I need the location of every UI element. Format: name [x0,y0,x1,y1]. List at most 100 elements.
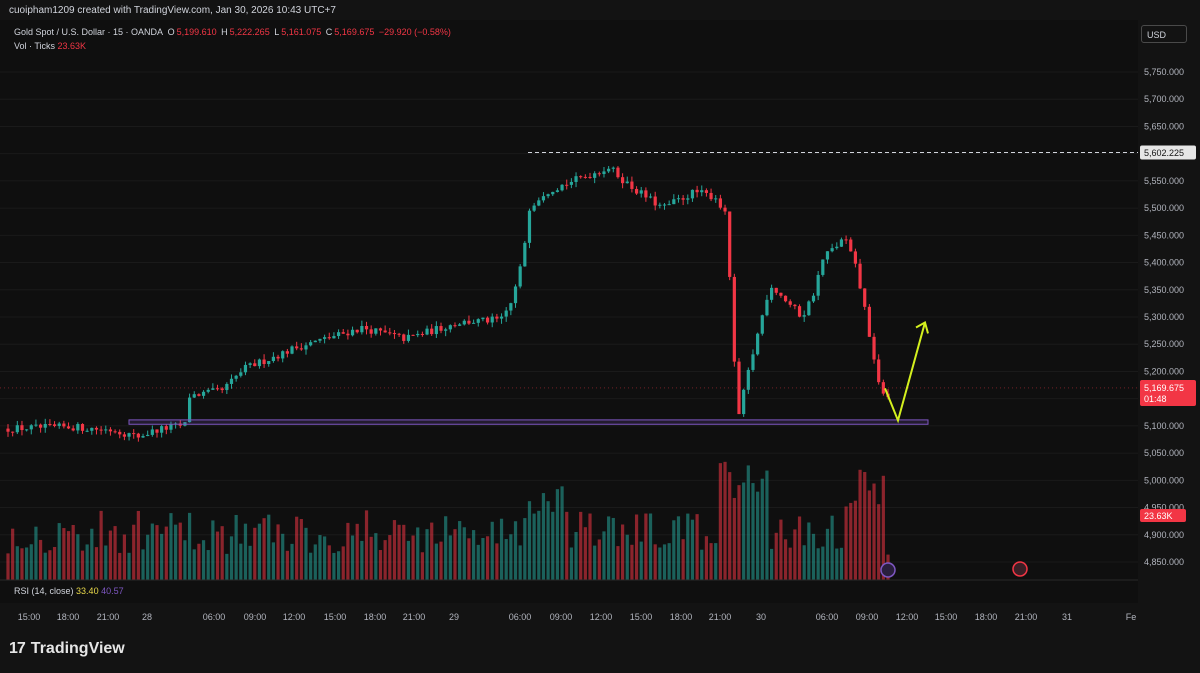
candle-body [746,369,750,390]
volume-bar [127,552,131,580]
time-tick-label: 18:00 [975,612,998,622]
candle-body [122,434,127,437]
candle-body [513,286,518,304]
candle-body [849,239,853,252]
candle-body [239,372,243,376]
volume-bar [206,550,210,580]
time-tick-label: Fe [1126,612,1137,622]
volume-bar [122,534,127,580]
volume-bar [462,527,466,580]
volume-bar [630,544,634,580]
volume-bar [434,543,438,580]
candle-body [118,431,122,435]
current-price-tag [1140,379,1196,406]
volume-bar [453,529,457,580]
volume-bar [546,501,550,580]
event-flash-icon [880,562,896,578]
price-chart[interactable] [0,20,1138,603]
candle-body [681,198,685,200]
candle-body [34,424,38,426]
tradingview-logo[interactable]: 17 TradingView [9,640,125,658]
volume-bar [146,534,150,580]
volume-bar [881,475,885,580]
volume-bar [234,514,238,580]
volume-bar [756,491,760,580]
candle-body [672,199,676,205]
volume-bar [579,511,583,580]
volume-bar [518,545,522,580]
volume-bar [700,549,704,580]
candle-body [6,428,10,432]
volume-bar [327,545,331,580]
candle-body [304,345,308,350]
volume-bar [38,539,43,580]
price-axis[interactable]: 5,750.0005,700.0005,650.0005,600.0005,55… [1138,20,1200,620]
volume-bar [402,524,406,580]
volume-bar [485,536,490,580]
price-tick-label: 5,450.000 [1144,230,1184,240]
time-tick-label: 15:00 [324,612,347,622]
candle-body [11,431,15,433]
candle-body [835,246,839,249]
candle-body [402,334,406,341]
candle-body [472,322,476,324]
volume-bar [360,540,364,580]
time-tick-label: 09:00 [550,612,573,622]
candle-body [62,423,66,427]
volume-bar [821,546,825,580]
candle-body [830,248,834,252]
volume-bar [849,502,853,580]
volume-bar [350,535,355,580]
volume-bar [639,541,643,580]
volume-bar [341,546,345,580]
candle-body [430,328,434,335]
volume-bar [737,485,741,580]
volume-bar [532,513,536,580]
time-axis[interactable]: 15:00 18:00 21:00 28 06:00 09:00 12:00 15:00 18:… [0,605,1138,627]
volume-bar [136,510,140,580]
candle-body [602,171,606,175]
candle-body [579,176,583,178]
candle-body [350,329,355,336]
candle-body [532,205,536,211]
candle-body [206,389,210,392]
plot-area[interactable] [0,20,1138,603]
time-tick-label: 12:00 [896,612,919,622]
volume-bar [225,553,229,580]
volume-bar [113,526,117,580]
volume-bar [723,461,727,580]
currency-button[interactable]: USD [1141,25,1187,43]
time-tick-label: 29 [449,612,459,622]
price-tick-label: 5,100.000 [1144,421,1184,431]
volume-bar [313,544,317,580]
volume-bar [406,540,411,580]
forecast-arrow [884,322,926,424]
candle-body [858,263,862,289]
candle-body [574,176,578,182]
candle-body [425,328,429,335]
volume-bar [141,549,145,580]
time-tick-label: 12:00 [590,612,613,622]
volume-bar [392,520,397,580]
candle-body [588,176,592,178]
candle-body [793,304,797,307]
volume-bar [197,543,201,580]
candle-body [769,287,774,300]
high-value: 5,222.265 [229,27,270,37]
close-label: C [325,27,333,37]
ohlc-legend: Gold Spot / U.S. Dollar · 15 · OANDA O 5,… [14,27,453,37]
candle-body [765,299,769,316]
volume-bar [374,533,378,580]
candle-body [360,325,364,333]
candle-body [616,167,620,178]
time-tick-label: 06:00 [816,612,839,622]
volume-bar [304,527,308,580]
price-tick-label: 5,500.000 [1144,203,1184,213]
volume-bar [672,520,676,580]
volume-bar [690,519,695,580]
candle-body [458,324,462,326]
candle-body [374,328,378,334]
volume-bar [448,535,452,580]
volume-bar [62,528,66,580]
price-tick-label: 5,750.000 [1144,67,1184,77]
